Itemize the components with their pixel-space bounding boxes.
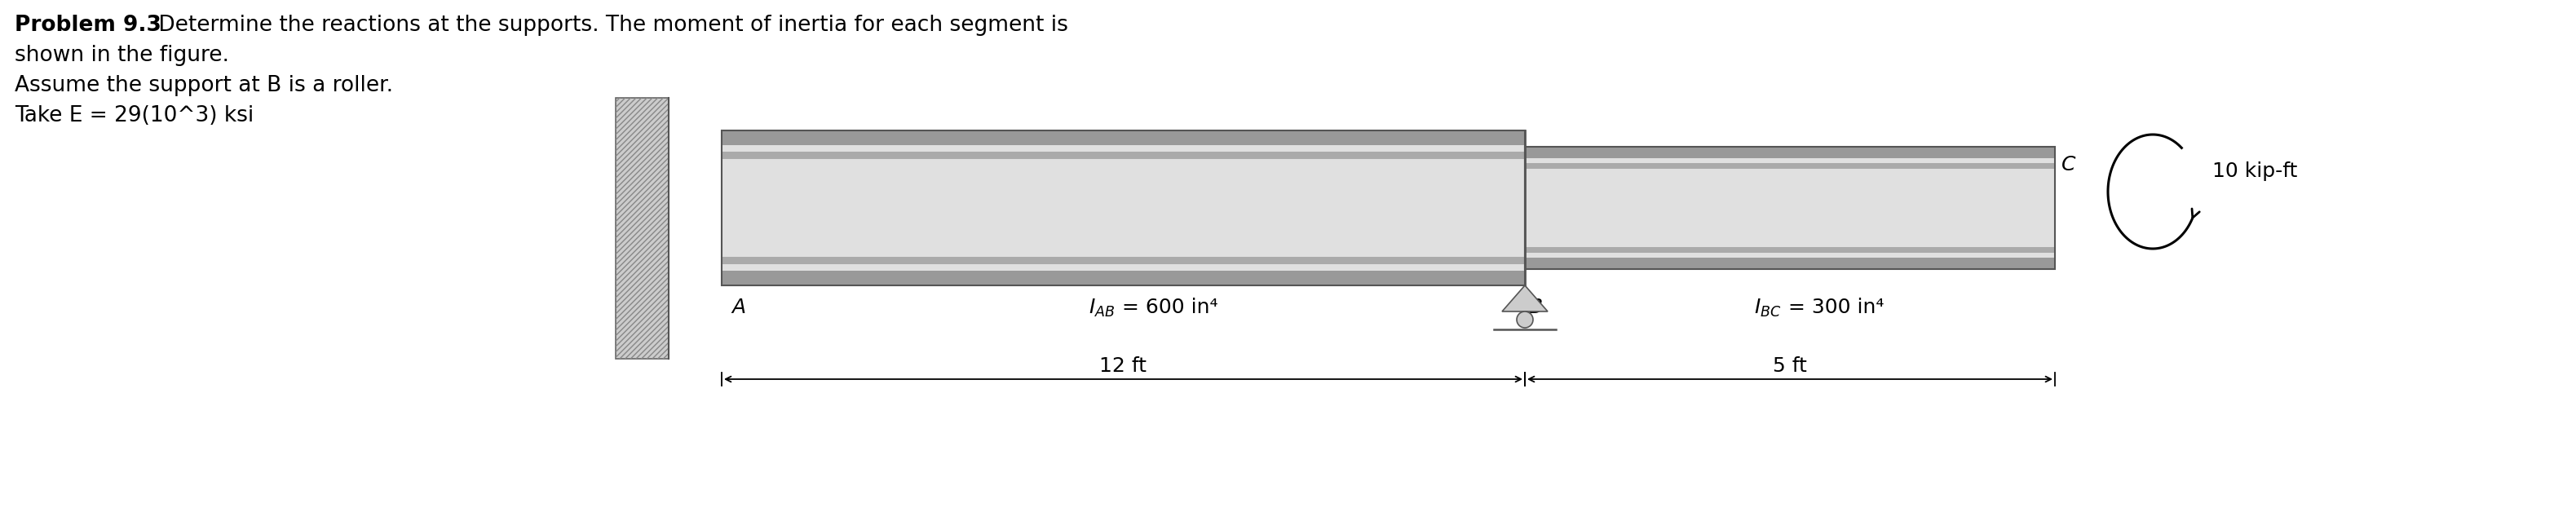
- Bar: [1525, 163, 2056, 169]
- Text: $I_{BC}$: $I_{BC}$: [1754, 298, 1783, 319]
- Text: shown in the figure.: shown in the figure.: [15, 45, 229, 66]
- Bar: [1525, 247, 2056, 253]
- Text: Determine the reactions at the supports. The moment of inertia for each segment : Determine the reactions at the supports.…: [152, 15, 1069, 36]
- Bar: [1525, 258, 2056, 269]
- Bar: [721, 152, 1525, 159]
- Polygon shape: [1502, 285, 1548, 312]
- Circle shape: [1517, 312, 1533, 328]
- Text: $I_{AB}$: $I_{AB}$: [1090, 298, 1115, 319]
- Bar: [1525, 147, 2056, 158]
- Bar: [721, 130, 1525, 145]
- Text: 12 ft: 12 ft: [1100, 356, 1146, 376]
- Text: Take E = 29(10^3) ksi: Take E = 29(10^3) ksi: [15, 105, 255, 126]
- Text: C: C: [2061, 155, 2076, 174]
- Bar: [721, 257, 1525, 264]
- Text: = 300 in⁴: = 300 in⁴: [1783, 298, 1883, 317]
- Text: 10 kip-ft: 10 kip-ft: [2213, 162, 2298, 181]
- Text: Assume the support at B is a roller.: Assume the support at B is a roller.: [15, 75, 394, 96]
- Text: Problem 9.3: Problem 9.3: [15, 15, 162, 36]
- Bar: [616, 98, 670, 359]
- Bar: [721, 130, 1525, 285]
- Text: A: A: [732, 298, 744, 317]
- Text: B: B: [1528, 298, 1543, 317]
- Bar: [1525, 147, 2056, 269]
- Bar: [721, 271, 1525, 285]
- Bar: [616, 98, 670, 359]
- Text: 5 ft: 5 ft: [1772, 356, 1806, 376]
- Bar: [721, 130, 1525, 285]
- Text: = 600 in⁴: = 600 in⁴: [1115, 298, 1218, 317]
- Bar: [1525, 147, 2056, 269]
